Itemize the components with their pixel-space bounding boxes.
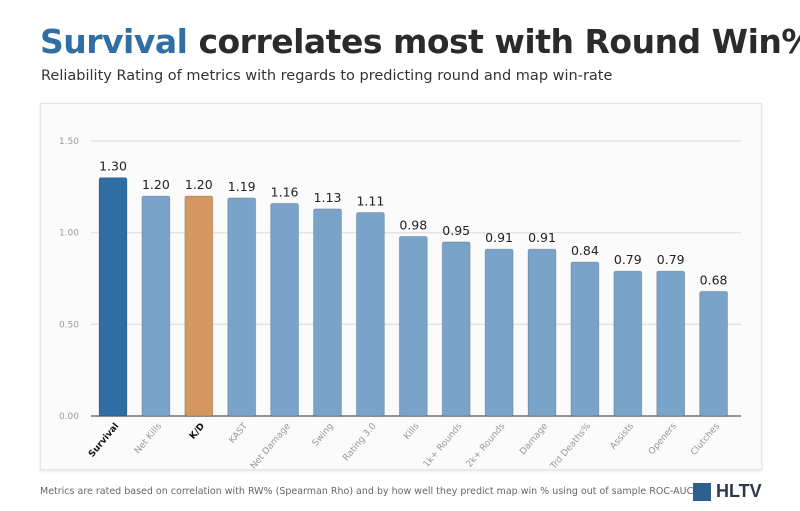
bar-net-damage (270, 202, 300, 417)
hltv-logo: HLTV (693, 481, 762, 502)
x-tick-label: Clutches (689, 421, 722, 457)
hltv-logo-icon (693, 482, 711, 501)
title-rest: correlates most with Round Win% (187, 22, 800, 61)
x-tick-label: Rating 3.0 (341, 421, 379, 463)
chart-card: 0.00 0.50 1.00 1.50 1.30 Survival 1.20 Net Kill… (40, 103, 762, 470)
bar-net-kills (141, 195, 171, 417)
bar-rating-3-0 (355, 212, 385, 417)
data-label: 1.20 (185, 177, 213, 192)
data-label: 1.19 (228, 179, 256, 194)
x-tick-label: Trd Deaths% (548, 421, 593, 469)
data-label: 0.84 (571, 243, 599, 258)
data-label: 0.79 (614, 252, 642, 267)
footnote: Metrics are rated based on correlation w… (40, 486, 697, 497)
y-tick-label: 0.00 (59, 412, 79, 422)
x-tick-label: 2k+ Rounds (465, 421, 508, 469)
x-tick-label: Net Kills (133, 421, 164, 456)
data-label: 0.95 (442, 223, 470, 238)
bar-1k-rounds (441, 241, 471, 417)
bar-kills (398, 235, 428, 417)
x-tick-label: Assists (609, 421, 637, 451)
data-label: 0.91 (485, 230, 513, 245)
bar-damage (527, 248, 557, 417)
y-tick-label: 0.50 (59, 320, 79, 330)
data-label: 1.30 (99, 159, 127, 174)
bar-openers (656, 270, 686, 417)
y-tick-label: 1.00 (59, 229, 79, 239)
bar-k-d (184, 195, 214, 417)
data-label: 1.20 (142, 177, 170, 192)
x-tick-label: KAST (227, 421, 250, 446)
bar-2k-rounds (484, 248, 514, 417)
title-highlight: Survival (40, 22, 188, 61)
bar-clutches (699, 290, 729, 417)
data-label: 1.11 (356, 194, 384, 209)
x-tick-label: Openers (647, 421, 679, 457)
data-label: 0.98 (399, 217, 427, 232)
data-label: 1.13 (314, 190, 342, 205)
y-tick-label: 1.50 (59, 137, 79, 147)
bar-trd-deaths- (570, 261, 600, 417)
x-tick-label: K/D (188, 422, 207, 442)
data-label: 0.91 (528, 230, 556, 245)
x-tick-label: 1k+ Rounds (422, 421, 465, 469)
x-tick-label: Survival (87, 422, 121, 460)
bar-kast (227, 197, 257, 417)
chart-subtitle: Reliability Rating of metrics with regar… (41, 68, 613, 84)
bar-survival (98, 177, 128, 417)
logo-text: HLTV (716, 481, 762, 501)
x-tick-label: Net Damage (249, 421, 293, 469)
data-label: 1.16 (271, 184, 299, 199)
data-label: 0.68 (700, 272, 728, 287)
bar-chart: 0.00 0.50 1.00 1.50 1.30 Survival 1.20 Net Kill… (59, 137, 741, 469)
chart-title: Survival correlates most with Round Win% (40, 22, 800, 61)
bar-swing (313, 208, 342, 417)
bar-assists (613, 270, 643, 417)
x-tick-label: Swing (311, 422, 336, 449)
x-tick-label: Kills (402, 421, 421, 442)
data-label: 0.79 (657, 252, 685, 267)
x-tick-label: Damage (518, 421, 550, 457)
